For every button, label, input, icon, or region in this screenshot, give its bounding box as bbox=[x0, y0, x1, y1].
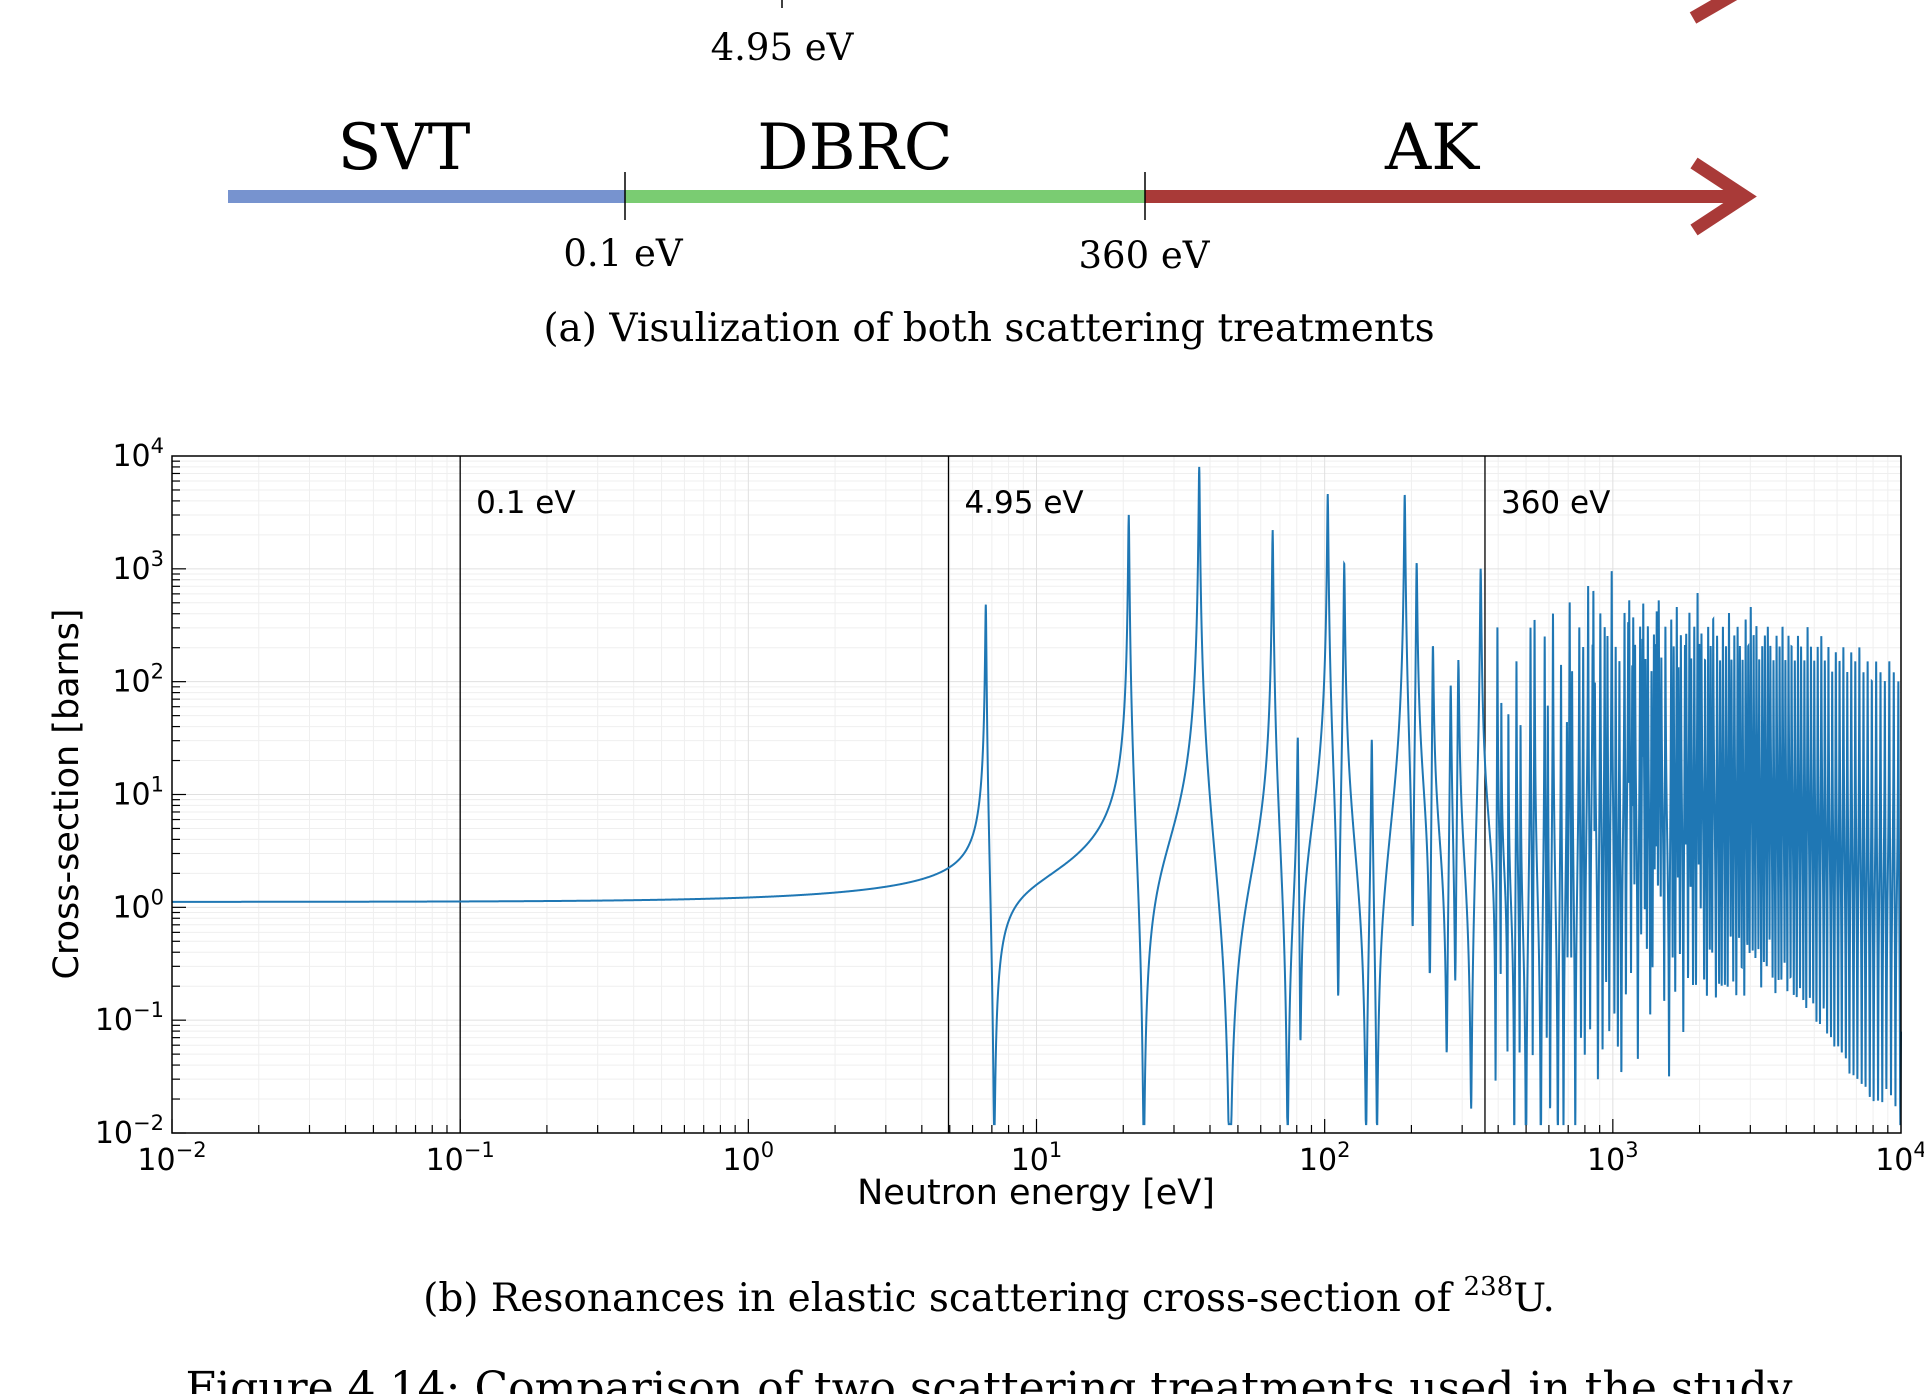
segment-dbrc bbox=[625, 190, 1145, 203]
arrow-head bbox=[1690, 157, 1757, 236]
y-tick-label: 103 bbox=[112, 547, 164, 587]
caption-a: (a) Visulization of both scattering trea… bbox=[543, 306, 1434, 351]
tick-exponent: 2 bbox=[1337, 1138, 1350, 1162]
tick-base: 10 bbox=[95, 1116, 133, 1151]
tick-exponent: 2 bbox=[151, 660, 164, 684]
y-tick-label: 104 bbox=[112, 434, 164, 474]
tick-base: 10 bbox=[112, 552, 150, 587]
region-label-svt: SVT bbox=[338, 111, 471, 185]
x-tick-label: 104 bbox=[1875, 1138, 1924, 1178]
y-tick-label: 101 bbox=[112, 773, 164, 813]
region-label-dbrc: DBRC bbox=[757, 111, 953, 185]
tick-base: 10 bbox=[426, 1143, 464, 1178]
scattering-treatment-diagram: 4.95 eV SVT DBRC AK 0.1 eV 360 eV (a) Vi… bbox=[228, 0, 1757, 351]
tick-exponent: 3 bbox=[151, 547, 164, 571]
tick-exponent: −1 bbox=[464, 1138, 495, 1162]
region-label-ak: AK bbox=[1384, 111, 1480, 185]
y-tick-label: 100 bbox=[112, 885, 164, 925]
y-axis-label: Cross-section [barns] bbox=[47, 609, 87, 980]
x-tick-label: 10−2 bbox=[137, 1138, 206, 1178]
tick-exponent: 4 bbox=[1913, 1138, 1924, 1162]
boundary-line-label: 0.1 eV bbox=[476, 485, 575, 521]
boundary-label-4.95: 4.95 eV bbox=[711, 26, 855, 69]
tick-exponent: 0 bbox=[761, 1138, 774, 1162]
y-tick-label: 10−1 bbox=[95, 998, 164, 1038]
boundary-label-0.1: 0.1 eV bbox=[563, 232, 684, 275]
x-tick-labels: 10−2 10−1 100 101 102 103 104 bbox=[137, 1138, 1924, 1178]
tick-exponent: 0 bbox=[151, 885, 164, 909]
y-tick-label: 10−2 bbox=[95, 1111, 164, 1151]
tick-exponent: 1 bbox=[1049, 1138, 1062, 1162]
arrow-top-remnant bbox=[1689, 0, 1738, 24]
tick-exponent: −2 bbox=[176, 1138, 207, 1162]
caption-b-text: (b) Resonances in elastic scattering cro… bbox=[423, 1276, 1463, 1321]
boundary-lines: 0.1 eV 4.95 eV 360 eV bbox=[459, 456, 1610, 1133]
tick-exponent: −1 bbox=[133, 998, 164, 1022]
boundary-line-label: 360 eV bbox=[1501, 485, 1610, 521]
tick-base: 10 bbox=[1011, 1143, 1049, 1178]
tick-exponent: 3 bbox=[1625, 1138, 1638, 1162]
tick-base: 10 bbox=[723, 1143, 761, 1178]
caption-b: (b) Resonances in elastic scattering cro… bbox=[423, 1272, 1555, 1321]
y-tick-label: 102 bbox=[112, 660, 164, 700]
ticks bbox=[171, 460, 1889, 1134]
boundary-label-360: 360 eV bbox=[1079, 234, 1211, 277]
x-tick-label: 103 bbox=[1587, 1138, 1639, 1178]
tick-exponent: −2 bbox=[133, 1111, 164, 1135]
isotope-element: U. bbox=[1513, 1276, 1555, 1321]
tick-base: 10 bbox=[137, 1143, 175, 1178]
isotope-mass: 238 bbox=[1464, 1272, 1514, 1302]
tick-exponent: 4 bbox=[151, 434, 164, 458]
tick-base: 10 bbox=[112, 890, 150, 925]
tick-base: 10 bbox=[112, 439, 150, 474]
tick-base: 10 bbox=[95, 1003, 133, 1038]
boundary-line-label: 4.95 eV bbox=[964, 485, 1083, 521]
x-axis-label: Neutron energy [eV] bbox=[857, 1173, 1215, 1213]
plot-frame bbox=[171, 455, 1902, 1134]
tick-base: 10 bbox=[1875, 1143, 1913, 1178]
segment-ak bbox=[1145, 190, 1738, 203]
tick-exponent: 1 bbox=[151, 773, 164, 797]
tick-base: 10 bbox=[1587, 1143, 1625, 1178]
x-tick-label: 10−1 bbox=[426, 1138, 495, 1178]
tick-base: 10 bbox=[1299, 1143, 1337, 1178]
cross-section-chart: 0.1 eV 4.95 eV 360 eV 10−2 10−1 100 101 102 103… bbox=[47, 434, 1924, 1213]
x-tick-label: 101 bbox=[1011, 1138, 1063, 1178]
x-tick-label: 100 bbox=[723, 1138, 775, 1178]
x-tick-label: 102 bbox=[1299, 1138, 1351, 1178]
tick-base: 10 bbox=[112, 778, 150, 813]
cross-section-line bbox=[172, 466, 1902, 1126]
tick-base: 10 bbox=[112, 665, 150, 700]
segment-svt bbox=[228, 190, 625, 203]
figure-caption: Figure 4.14: Comparison of two scatterin… bbox=[186, 1363, 1793, 1394]
